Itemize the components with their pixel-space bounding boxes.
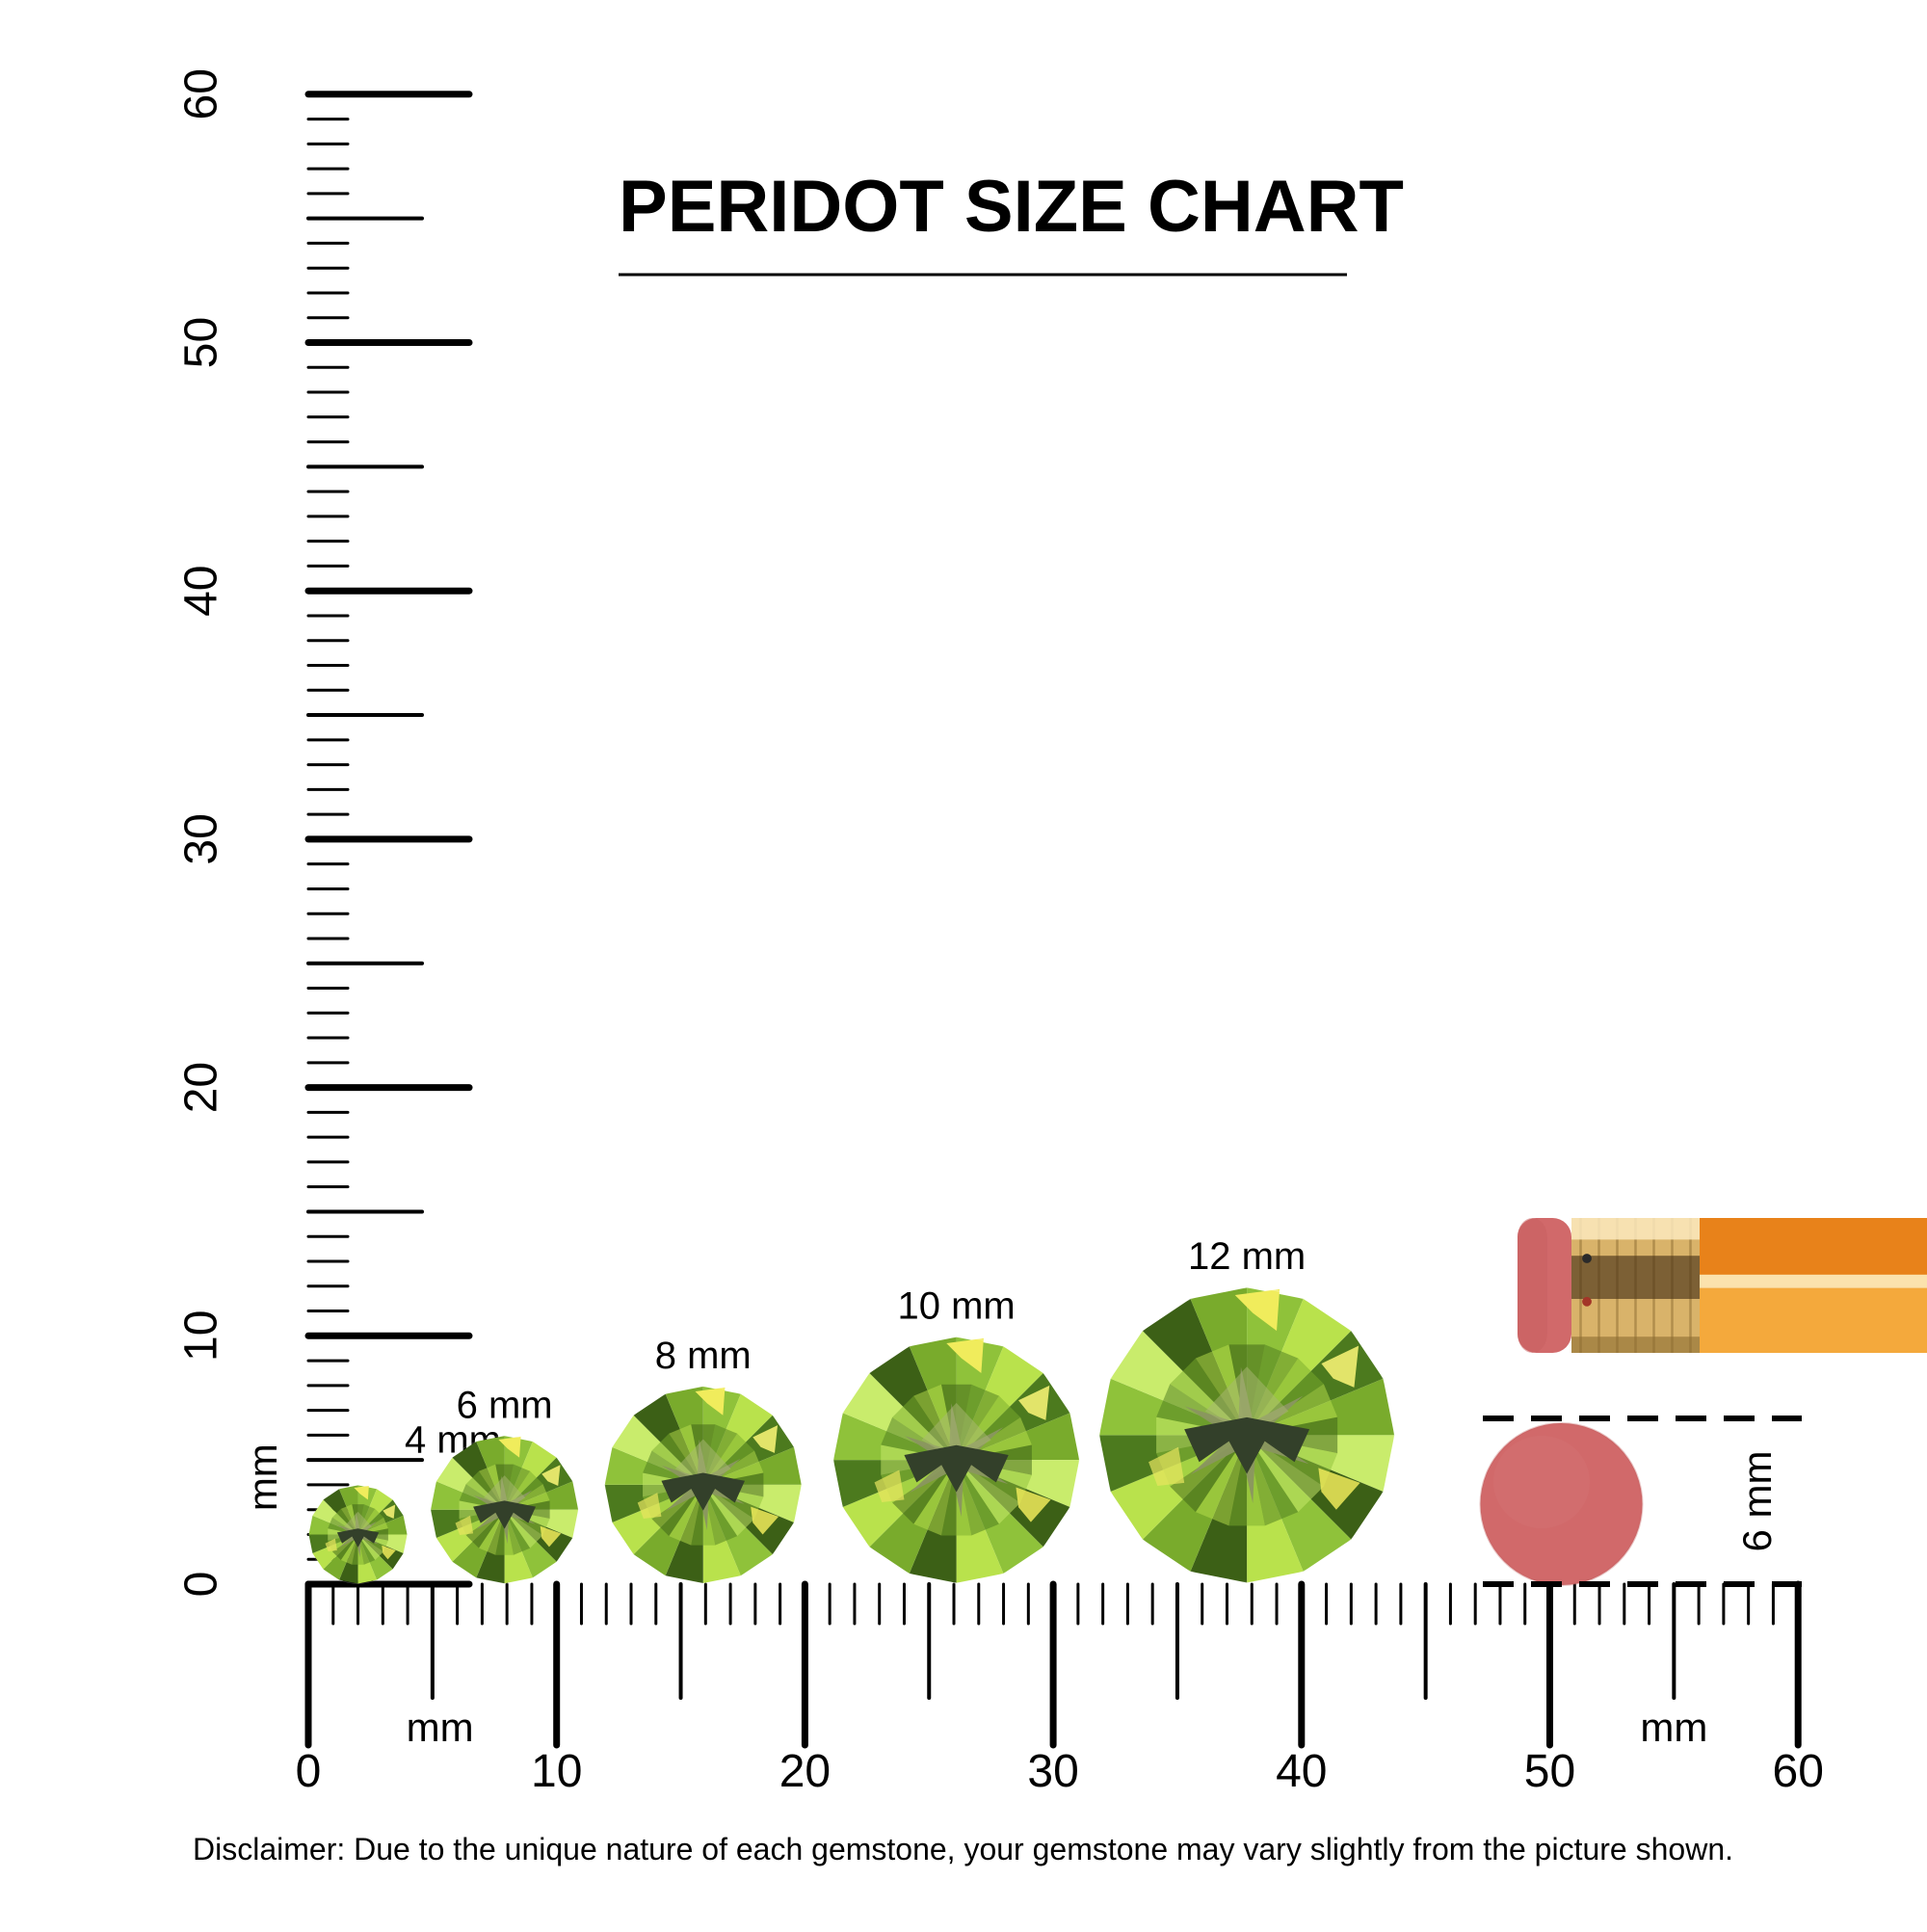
svg-text:8 mm: 8 mm [655, 1335, 752, 1377]
svg-text:10: 10 [531, 1746, 582, 1797]
svg-text:mm: mm [240, 1443, 285, 1511]
svg-text:10: 10 [176, 1310, 227, 1362]
svg-text:6 mm: 6 mm [1734, 1451, 1780, 1552]
svg-text:20: 20 [779, 1746, 831, 1797]
svg-text:12 mm: 12 mm [1188, 1235, 1306, 1278]
svg-text:0: 0 [296, 1746, 322, 1797]
svg-text:30: 30 [1027, 1746, 1078, 1797]
svg-text:Disclaimer: Due to the unique: Disclaimer: Due to the unique nature of … [193, 1832, 1733, 1866]
svg-text:60: 60 [1773, 1746, 1824, 1797]
svg-text:mm: mm [407, 1705, 474, 1750]
svg-text:0: 0 [176, 1572, 227, 1598]
svg-text:20: 20 [176, 1062, 227, 1113]
svg-text:40: 40 [176, 566, 227, 617]
svg-text:6 mm: 6 mm [457, 1384, 553, 1426]
svg-text:40: 40 [1276, 1746, 1327, 1797]
svg-text:mm: mm [1640, 1705, 1707, 1750]
svg-text:60: 60 [176, 68, 227, 119]
svg-text:PERIDOT SIZE CHART: PERIDOT SIZE CHART [619, 166, 1404, 248]
svg-text:30: 30 [176, 813, 227, 864]
svg-text:50: 50 [1524, 1746, 1575, 1797]
svg-text:50: 50 [176, 317, 227, 368]
svg-text:10 mm: 10 mm [897, 1284, 1015, 1327]
